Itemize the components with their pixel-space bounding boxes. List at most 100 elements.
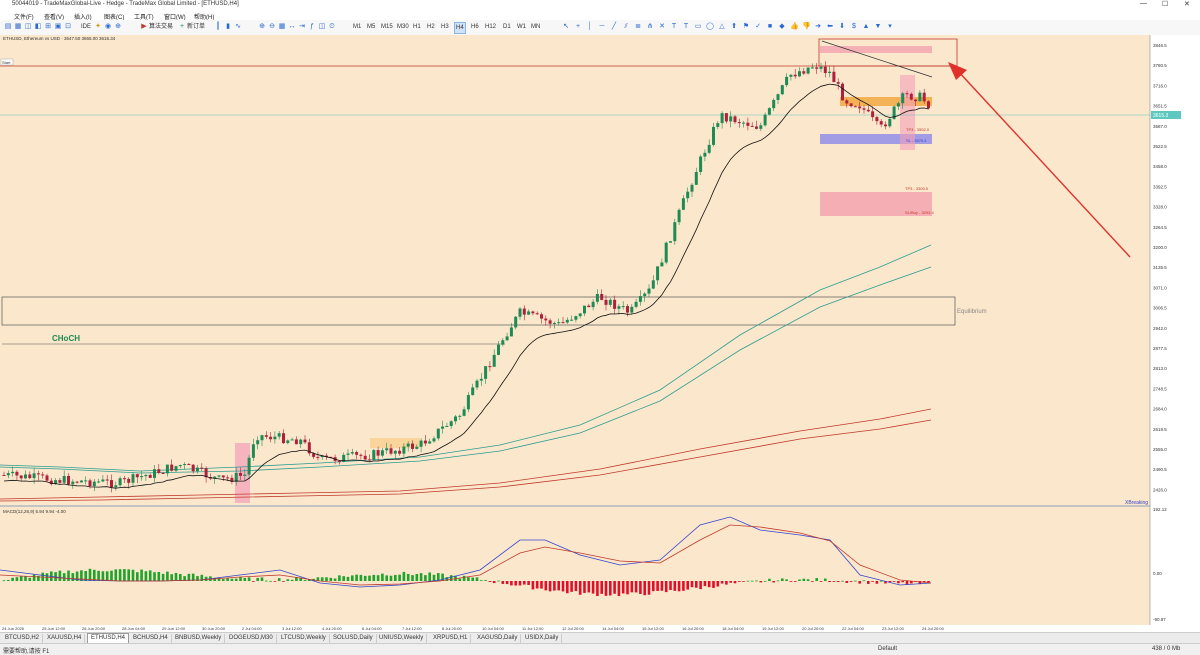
ide-button[interactable]: IDE [81,24,92,30]
channel-icon[interactable]: ⫽ [624,23,628,30]
tf-h4[interactable]: H4 [454,22,466,34]
menu-insert[interactable]: 插入(I) [74,15,92,21]
zoom-in-icon[interactable]: ⊕ [259,23,265,30]
tf-w1[interactable]: W1 [517,24,526,30]
ellipse-icon[interactable]: ◯ [706,23,714,30]
line-chart-icon[interactable]: ∿ [235,23,241,30]
lightbulb-icon[interactable]: ✦ [95,23,101,30]
chart-window[interactable]: 3846.5 3780.5 3716.0 3651.5 3587.0 3522.5 3458… [0,35,1200,632]
tab-btcusd[interactable]: BTCUSD,H2 [2,634,44,643]
profiles-icon[interactable]: ▦ [14,23,22,30]
gann-icon[interactable]: ✕ [659,23,665,30]
cursor-icon[interactable]: ↖ [563,23,569,30]
tab-usidx[interactable]: USIDX,Daily [522,634,563,643]
minimize-button[interactable]: — [1140,0,1147,7]
algo-trading-button[interactable]: 算法交易 [149,24,174,30]
market-watch-icon[interactable]: ◫ [24,23,32,30]
tf-m15[interactable]: M15 [381,24,393,30]
new-chart-icon[interactable]: ▤ [4,23,12,30]
indicators-icon[interactable]: ƒ [310,23,314,30]
triangle-icon[interactable]: △ [719,23,725,30]
arrow-right-icon[interactable]: ➜ [815,23,821,30]
templates-icon[interactable]: ◫ [318,23,326,30]
rectangle-icon[interactable]: ▭ [694,23,702,30]
menu-file[interactable]: 文件(F) [14,15,34,21]
thumbs-up-icon[interactable]: 👍 [790,23,799,30]
trendline-icon[interactable]: ╱ [611,23,617,30]
periods-icon[interactable]: ⏲ [329,23,335,30]
tab-ethusd[interactable]: ETHUSD,H4 [87,633,130,643]
price-chart[interactable]: 3846.5 3780.5 3716.0 3651.5 3587.0 3522.5 3458… [0,35,1200,632]
tab-dogeusd[interactable]: DOGEUSD,M30 [226,634,277,643]
candle-body [183,464,187,466]
maximize-button[interactable]: ☐ [1162,1,1169,8]
vertical-line-icon[interactable]: │ [587,23,593,30]
signals-icon[interactable]: ◉ [104,23,112,30]
bar-chart-icon[interactable]: ┃ [215,23,221,30]
tf-mn[interactable]: MN [531,24,541,30]
menu-window[interactable]: 窗口(W) [164,15,186,21]
close-button[interactable]: ✕ [1184,1,1190,8]
flag-icon[interactable]: ⚑ [742,23,750,30]
candle-body [269,436,273,440]
tf-h12[interactable]: H12 [485,24,497,30]
tab-ltcusd[interactable]: LTCUSD,Weekly [278,634,330,643]
label-tool-icon[interactable]: T [683,23,689,30]
strategy-tester-icon[interactable]: ⊡ [65,23,71,30]
chart-shift-icon[interactable]: ⇥ [299,23,305,30]
more-tools-icon[interactable]: ▾ [888,23,892,30]
time-axis[interactable] [0,625,1200,632]
candle-body [135,474,139,478]
tab-solusd[interactable]: SOLUSD,Daily [330,634,377,643]
grid-icon[interactable]: ▦ [278,23,286,30]
tab-bchusd[interactable]: BCHUSD,H4 [130,634,172,643]
new-order-button[interactable]: 新订单 [187,24,206,30]
price-axis[interactable] [1150,35,1200,625]
zoom-out-icon[interactable]: ⊖ [269,23,275,30]
menu-help[interactable]: 帮助(H) [194,15,215,21]
macd-bar [824,578,827,581]
navigator-icon[interactable]: ⊞ [45,23,51,30]
candlestick-icon[interactable]: ▮ [226,23,230,30]
market-icon[interactable]: ⊕ [115,23,121,30]
tf-m5[interactable]: M5 [367,24,376,30]
crosshair-icon[interactable]: + [575,23,581,30]
tf-m1[interactable]: M1 [353,24,362,30]
terminal-icon[interactable]: ▣ [54,23,62,30]
horizontal-line-icon[interactable]: ─ [599,23,605,30]
arrow-up-icon[interactable]: ⬆ [731,23,737,30]
macd-bar [501,581,505,584]
menu-tools[interactable]: 工具(T) [134,15,154,21]
ma-red-slow [0,419,932,502]
tf-h3[interactable]: H3 [441,24,449,30]
tab-xauusd[interactable]: XAUUSD,H4 [44,634,86,643]
macd-bar [763,580,767,582]
candle-body [750,125,754,127]
thumbs-down-icon[interactable]: 👎 [802,23,811,30]
price-label-icon[interactable]: ◆ [779,23,785,30]
start-button[interactable] [0,58,14,66]
menu-view[interactable]: 查看(V) [44,15,64,21]
tf-h6[interactable]: H6 [471,24,479,30]
buy-icon[interactable]: ▲ [862,23,870,30]
data-window-icon[interactable]: ◧ [34,23,42,30]
fibonacci-icon[interactable]: ≣ [635,23,641,30]
check-icon[interactable]: ✓ [755,23,761,30]
dollar-icon[interactable]: $ [852,23,856,30]
arrow-down-icon[interactable]: ⬇ [839,23,845,30]
pitchfork-icon[interactable]: ⋔ [647,23,653,30]
tf-h1[interactable]: H1 [413,24,421,30]
tf-m30[interactable]: M30 [397,24,409,30]
arrow-left-icon[interactable]: ⬅ [827,23,833,30]
tab-bnbusd[interactable]: BNBUSD,Weekly [172,634,226,643]
text-tool-icon[interactable]: T [671,23,677,30]
menu-chart[interactable]: 图表(C) [104,15,125,21]
tab-uniusd[interactable]: UNIUSD,Weekly [376,634,428,643]
stop-icon[interactable]: ■ [767,23,773,30]
tf-h2[interactable]: H2 [427,24,435,30]
sell-icon[interactable]: ▼ [874,23,882,30]
tab-xagusd[interactable]: XAGUSD,Daily [474,634,522,643]
tf-d1[interactable]: D1 [503,24,511,30]
autoscroll-icon[interactable]: ↔ [288,23,296,30]
tab-xrpusd[interactable]: XRPUSD,H1 [430,634,472,643]
